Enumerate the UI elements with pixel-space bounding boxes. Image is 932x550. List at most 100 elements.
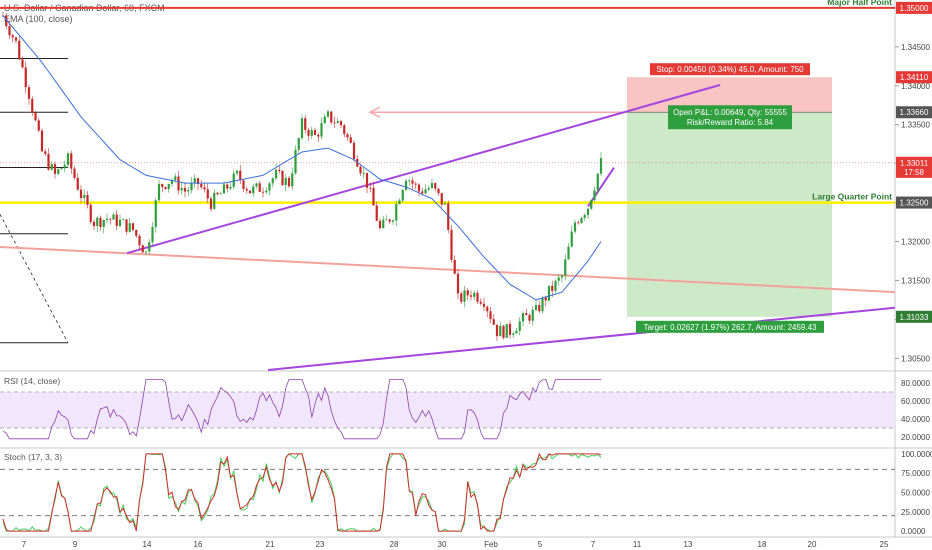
candle-body: [401, 190, 404, 201]
candle-body: [495, 324, 499, 337]
time-tick-label: 14: [143, 540, 152, 549]
time-tick-label: 7: [22, 540, 27, 549]
candle-body: [135, 229, 138, 236]
candle-body: [502, 325, 505, 338]
price-badge-label: 1.33660: [900, 108, 929, 117]
candle-body: [63, 164, 66, 169]
candle-body: [258, 183, 261, 192]
candle-body: [421, 191, 424, 194]
candle-body: [593, 190, 596, 201]
candle-body: [157, 183, 161, 201]
candle-body: [14, 37, 18, 41]
rsi-band: [0, 392, 895, 428]
candle-body: [333, 122, 336, 124]
rsi-tick-label: 60.0000: [901, 397, 930, 406]
candle-body: [180, 187, 183, 191]
candle-body: [96, 217, 99, 227]
candle-body: [50, 164, 53, 170]
rsi-tick-label: 20.0000: [901, 433, 930, 442]
position-tool[interactable]: [627, 77, 832, 317]
candle-body: [245, 188, 248, 191]
candle-body: [417, 184, 421, 192]
candle-body: [586, 208, 590, 216]
candle-body: [167, 183, 170, 189]
price-tick-label: 1.34000: [901, 82, 930, 91]
candle-body: [505, 324, 508, 338]
candle-body: [115, 214, 118, 226]
price-badge-label: 1.34110: [900, 73, 929, 82]
candle-body: [44, 151, 47, 154]
pnl-line-2: Risk/Reward Ratio: 5.84: [687, 118, 774, 127]
candle-body: [5, 15, 8, 27]
price-axis: 1.350001.345001.340001.335001.330001.325…: [895, 1, 932, 363]
candle-body: [271, 178, 274, 184]
candle-body: [323, 116, 326, 124]
stoch-tick-label: 75.0000: [901, 469, 930, 478]
candle-body: [151, 226, 154, 243]
candle-body: [57, 169, 60, 174]
candle-body: [291, 173, 294, 187]
pnl-line-1: Open P&L: 0.00649, Qty: 55555: [673, 108, 787, 117]
candle-body: [577, 222, 580, 224]
candle-body: [476, 292, 479, 302]
candle-body: [570, 231, 573, 247]
candle-body: [125, 219, 128, 232]
rsi-line: [2, 378, 601, 440]
candle-body: [190, 182, 193, 191]
lower-trendline: [267, 306, 896, 371]
candle-body: [343, 125, 346, 135]
stoch-pane: Stoch (17, 3, 3) 100.0000 75.0000 50.0000 25…: [0, 450, 932, 536]
price-badge: [896, 310, 932, 323]
candle-body: [239, 170, 242, 181]
candle-body: [219, 193, 222, 195]
stoch-tick-label: 0.0000: [901, 527, 926, 536]
stoch-legend: Stoch (17, 3, 3): [4, 452, 62, 462]
candle-body: [336, 121, 339, 123]
time-tick-label: 5: [538, 540, 543, 549]
candle-body: [534, 305, 538, 310]
candle-body: [138, 235, 141, 246]
candle-body: [482, 303, 486, 307]
price-badge: [896, 71, 932, 84]
candle-body: [24, 67, 27, 88]
candle-body: [53, 164, 57, 174]
target-zone: [627, 112, 832, 317]
candle-body: [479, 301, 482, 304]
candle-body: [489, 311, 492, 320]
candle-body: [382, 219, 385, 229]
time-tick-label: 21: [266, 540, 275, 549]
candle-body: [161, 183, 164, 188]
candle-body: [424, 189, 427, 194]
candle-body: [330, 111, 333, 123]
candle-body: [450, 229, 453, 260]
candle-body: [463, 290, 466, 302]
candle-body: [154, 200, 157, 227]
candle-body: [109, 218, 112, 220]
candle-body: [547, 285, 551, 301]
candle-body: [27, 87, 31, 99]
price-badge: [896, 165, 932, 178]
candle-body: [447, 203, 450, 230]
candle-body: [203, 187, 206, 190]
drawn-lines[interactable]: [0, 6, 896, 371]
major-half-label: Major Half Point: [827, 0, 892, 7]
price-tick-label: 1.30500: [901, 354, 930, 363]
dashed-segment: [0, 214, 69, 343]
candle-body: [76, 177, 79, 190]
time-axis: 7 9 14 16 21 23 28 30 Feb 5 7 11 13 18 20 25: [22, 540, 889, 549]
candle-body: [47, 153, 50, 170]
candle-body: [102, 219, 105, 228]
ema-legend: EMA (100, close): [4, 14, 73, 24]
candle-body: [187, 190, 190, 192]
candle-body: [31, 98, 34, 113]
candle-body: [274, 169, 278, 179]
candle-body: [73, 168, 76, 178]
candle-body: [307, 129, 310, 136]
candle-body: [281, 171, 284, 186]
candle-body: [141, 245, 144, 253]
price-badge: [896, 1, 932, 14]
candle-body: [395, 204, 398, 221]
candle-body: [356, 158, 359, 167]
time-tick-label: 25: [880, 540, 889, 549]
